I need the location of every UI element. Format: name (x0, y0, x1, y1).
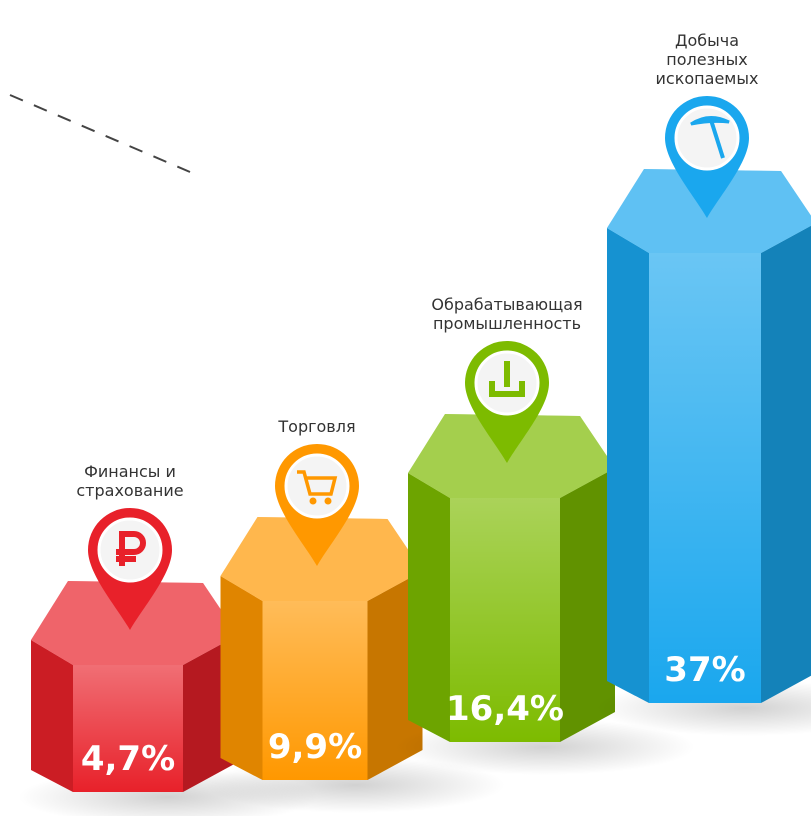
prism-left-shade (31, 640, 73, 792)
value-label: 16,4% (446, 689, 564, 729)
icon (325, 498, 332, 505)
prism-left-shade (408, 473, 450, 742)
chart: 4,7% 9,9% 16,4% 37% (0, 0, 811, 816)
category-label: Торговля (262, 417, 372, 436)
prism-left-shade (221, 576, 263, 780)
value-label: 4,7% (81, 739, 175, 779)
category-label: Обрабатывающая промышленность (407, 295, 607, 333)
pin-inner (286, 455, 348, 517)
prism-left-shade (607, 228, 649, 703)
value-label: 9,9% (268, 727, 362, 767)
category-label: Финансы и страхование (45, 462, 215, 500)
decor-dashes (10, 95, 190, 172)
value-label: 37% (664, 650, 745, 690)
icon (504, 361, 510, 387)
infographic: 4,7% 9,9% 16,4% 37% Финансы и страхование То… (0, 0, 811, 816)
column: 37% (595, 96, 811, 736)
prism-right-shade (761, 223, 811, 703)
prism-front-shine (649, 253, 761, 703)
category-label: Добыча полезных ископаемых (642, 31, 772, 88)
icon (310, 498, 317, 505)
